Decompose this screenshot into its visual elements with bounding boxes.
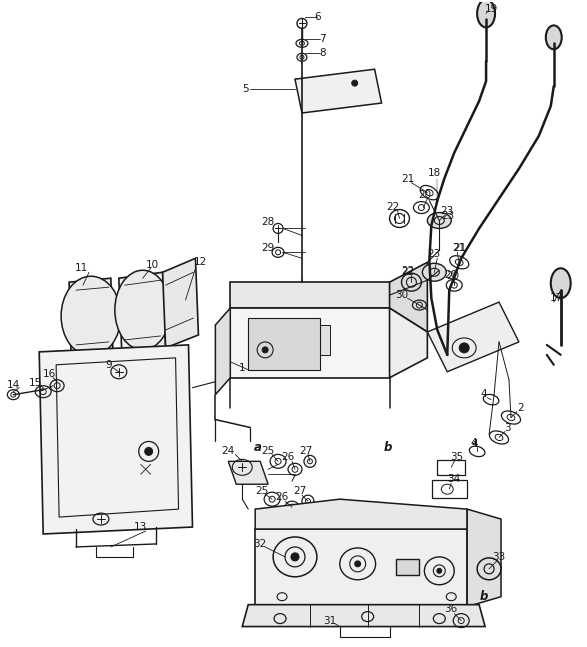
Text: 21: 21 xyxy=(454,243,467,254)
Text: 16: 16 xyxy=(42,369,56,378)
Bar xyxy=(250,325,330,355)
Ellipse shape xyxy=(551,269,571,298)
Ellipse shape xyxy=(459,343,469,353)
Polygon shape xyxy=(255,529,467,607)
Text: 14: 14 xyxy=(6,380,20,389)
Text: 29: 29 xyxy=(261,243,275,254)
Polygon shape xyxy=(467,509,501,607)
Text: 19: 19 xyxy=(484,5,498,14)
Text: b: b xyxy=(480,590,488,603)
Text: 4: 4 xyxy=(472,439,478,450)
Polygon shape xyxy=(230,308,390,378)
Text: 30: 30 xyxy=(395,290,408,300)
Polygon shape xyxy=(230,282,390,308)
Text: 11: 11 xyxy=(75,263,87,273)
Text: 13: 13 xyxy=(134,522,147,532)
Text: 25: 25 xyxy=(261,446,275,456)
Text: 36: 36 xyxy=(444,604,458,613)
Text: 26: 26 xyxy=(281,452,295,463)
Ellipse shape xyxy=(477,0,495,27)
Text: 27: 27 xyxy=(299,446,312,456)
Bar xyxy=(396,559,419,575)
Polygon shape xyxy=(295,69,382,113)
Text: 18: 18 xyxy=(428,168,441,178)
Ellipse shape xyxy=(291,553,299,561)
Ellipse shape xyxy=(115,270,171,350)
Text: 22: 22 xyxy=(401,267,414,278)
Text: 23: 23 xyxy=(441,206,454,215)
Text: 22: 22 xyxy=(386,202,399,212)
Text: b: b xyxy=(383,441,392,454)
Ellipse shape xyxy=(427,212,451,228)
Text: 25: 25 xyxy=(255,486,269,496)
Text: 15: 15 xyxy=(29,378,42,388)
Text: 7: 7 xyxy=(319,34,326,45)
Text: 17: 17 xyxy=(550,293,564,303)
Ellipse shape xyxy=(352,80,357,86)
Polygon shape xyxy=(242,605,485,626)
Text: 28: 28 xyxy=(261,217,275,228)
Text: 5: 5 xyxy=(242,84,248,94)
Text: 21: 21 xyxy=(401,173,414,184)
Text: 24: 24 xyxy=(222,446,235,456)
Polygon shape xyxy=(39,345,193,534)
Text: 27: 27 xyxy=(294,486,306,496)
Ellipse shape xyxy=(262,347,268,353)
Ellipse shape xyxy=(437,568,442,573)
Polygon shape xyxy=(228,461,268,484)
Ellipse shape xyxy=(546,25,562,49)
Text: 20: 20 xyxy=(447,271,460,281)
Polygon shape xyxy=(390,262,427,332)
Text: 4: 4 xyxy=(471,439,477,448)
Bar xyxy=(432,480,467,498)
Text: 32: 32 xyxy=(254,539,266,549)
Text: 1: 1 xyxy=(239,363,245,373)
Text: 22: 22 xyxy=(401,267,414,276)
Text: 8: 8 xyxy=(319,49,326,58)
Ellipse shape xyxy=(423,263,446,281)
Text: 20: 20 xyxy=(445,270,458,280)
Polygon shape xyxy=(427,302,519,372)
Text: 33: 33 xyxy=(492,552,505,562)
Polygon shape xyxy=(248,318,320,370)
Text: 21: 21 xyxy=(453,243,466,254)
Polygon shape xyxy=(119,272,166,354)
Ellipse shape xyxy=(61,276,121,356)
Text: 4: 4 xyxy=(481,389,487,399)
Polygon shape xyxy=(255,499,467,529)
Text: 23: 23 xyxy=(428,249,441,259)
Text: 20: 20 xyxy=(418,190,431,200)
Text: 31: 31 xyxy=(323,615,336,626)
Polygon shape xyxy=(390,308,427,378)
Text: 35: 35 xyxy=(451,452,464,463)
Polygon shape xyxy=(163,258,198,348)
Text: 26: 26 xyxy=(275,492,289,502)
Text: 9: 9 xyxy=(106,360,112,370)
Text: 10: 10 xyxy=(146,260,159,270)
Text: 3: 3 xyxy=(504,422,510,432)
Text: 2: 2 xyxy=(518,402,524,413)
Bar xyxy=(437,460,465,475)
Text: 12: 12 xyxy=(194,258,207,267)
Text: 34: 34 xyxy=(448,474,461,484)
Polygon shape xyxy=(69,278,113,354)
Polygon shape xyxy=(215,308,230,395)
Text: a: a xyxy=(254,441,262,454)
Ellipse shape xyxy=(355,561,360,567)
Text: 6: 6 xyxy=(315,12,321,23)
Ellipse shape xyxy=(145,448,153,455)
Text: 23: 23 xyxy=(441,210,455,221)
